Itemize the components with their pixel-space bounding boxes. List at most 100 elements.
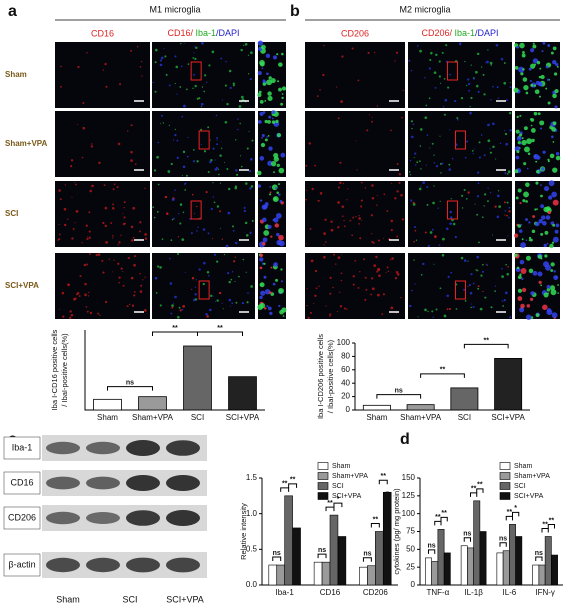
fluorescence-spot	[273, 262, 278, 267]
fluorescence-spot	[86, 310, 89, 313]
fluorescence-spot	[487, 187, 489, 189]
fluorescence-spot	[503, 62, 506, 64]
fluorescence-spot	[557, 284, 559, 286]
fluorescence-spot	[521, 139, 527, 146]
fluorescence-spot	[131, 304, 135, 307]
zoom-box	[447, 200, 459, 220]
fluorescence-spot	[357, 286, 360, 289]
fluorescence-spot	[280, 102, 284, 106]
fluorescence-spot	[218, 291, 222, 295]
fluorescence-spot	[278, 87, 282, 92]
fluorescence-spot	[529, 297, 534, 301]
fluorescence-spot	[492, 234, 494, 236]
fluorescence-spot	[280, 268, 283, 271]
fluorescence-spot	[509, 129, 512, 132]
micrograph	[408, 111, 512, 177]
fluorescence-spot	[343, 307, 346, 310]
fluorescence-spot	[274, 186, 278, 190]
fluorescence-spot	[262, 217, 267, 223]
fluorescence-spot	[552, 223, 556, 227]
fluorescence-spot	[211, 238, 214, 240]
fluorescence-spot	[268, 115, 272, 119]
fluorescence-spot	[363, 258, 365, 261]
fluorescence-spot	[104, 300, 108, 304]
fluorescence-spot	[246, 301, 249, 304]
y-tick-label: 80	[341, 352, 350, 361]
fluorescence-spot	[159, 63, 163, 67]
fluorescence-spot	[209, 139, 211, 141]
fluorescence-spot	[535, 221, 540, 227]
stain-name: Iba-1	[452, 28, 475, 38]
fluorescence-spot	[77, 123, 79, 126]
fluorescence-spot	[545, 65, 549, 69]
fluorescence-spot	[142, 279, 144, 281]
significance-bracket	[476, 488, 484, 493]
blot-band	[126, 475, 160, 491]
fluorescence-spot	[429, 147, 431, 149]
fluorescence-spot	[371, 196, 375, 200]
fluorescence-spot	[67, 283, 70, 286]
fluorescence-spot	[231, 225, 235, 228]
fluorescence-spot	[205, 191, 208, 194]
fluorescence-spot	[507, 265, 509, 268]
fluorescence-spot	[71, 196, 73, 198]
x-tick-label: CD206	[363, 588, 388, 597]
fluorescence-spot	[543, 186, 550, 192]
fluorescence-spot	[90, 145, 94, 148]
fluorescence-spot	[519, 273, 522, 276]
fluorescence-spot	[483, 154, 486, 157]
fluorescence-spot	[97, 253, 101, 256]
fluorescence-spot	[371, 287, 375, 291]
fluorescence-spot	[243, 44, 245, 46]
fluorescence-spot	[309, 311, 312, 314]
fluorescence-spot	[201, 86, 204, 88]
fluorescence-spot	[202, 282, 205, 286]
column-header: CD206	[341, 28, 369, 38]
fluorescence-spot	[86, 51, 88, 54]
fluorescence-spot	[429, 231, 433, 234]
fluorescence-spot	[538, 280, 542, 285]
fluorescence-spot	[536, 60, 541, 65]
fluorescence-spot	[179, 86, 182, 88]
fluorescence-spot	[550, 51, 554, 55]
fluorescence-spot	[264, 100, 267, 102]
fluorescence-spot	[551, 135, 554, 139]
fluorescence-spot	[523, 126, 528, 131]
fluorescence-spot	[339, 161, 342, 164]
fluorescence-spot	[182, 150, 186, 154]
fluorescence-spot	[324, 241, 327, 243]
fluorescence-spot	[60, 65, 62, 68]
fluorescence-spot	[486, 60, 489, 64]
fluorescence-spot	[529, 238, 533, 242]
fluorescence-spot	[448, 163, 451, 166]
fluorescence-spot	[516, 150, 520, 154]
legend-swatch	[499, 482, 511, 490]
fluorescence-spot	[523, 84, 529, 91]
fluorescence-spot	[517, 188, 522, 193]
fluorescence-spot	[276, 133, 281, 138]
fluorescence-spot	[139, 221, 142, 224]
stain-name: /DAPI	[475, 28, 499, 38]
x-tick-label: SCI	[458, 413, 471, 422]
fluorescence-spot	[450, 271, 453, 274]
fluorescence-spot	[525, 314, 532, 320]
protein-label: Iba-1	[12, 442, 33, 452]
bar	[292, 527, 301, 586]
blot-band	[166, 557, 200, 573]
fluorescence-spot	[522, 199, 526, 203]
fluorescence-spot	[336, 86, 338, 88]
fluorescence-spot	[377, 239, 380, 242]
fluorescence-spot	[413, 240, 415, 243]
fluorescence-spot	[154, 48, 158, 52]
fluorescence-spot	[122, 212, 124, 214]
zoom-box	[190, 61, 202, 81]
fluorescence-spot	[330, 220, 333, 223]
stain-name: /DAPI	[216, 28, 240, 38]
significance-label: ns	[273, 550, 281, 557]
blot-band	[46, 476, 80, 490]
fluorescence-spot	[401, 116, 403, 119]
fluorescence-spot	[129, 303, 131, 306]
fluorescence-spot	[175, 65, 179, 69]
fluorescence-spot	[394, 277, 398, 280]
fluorescence-spot	[542, 150, 546, 154]
